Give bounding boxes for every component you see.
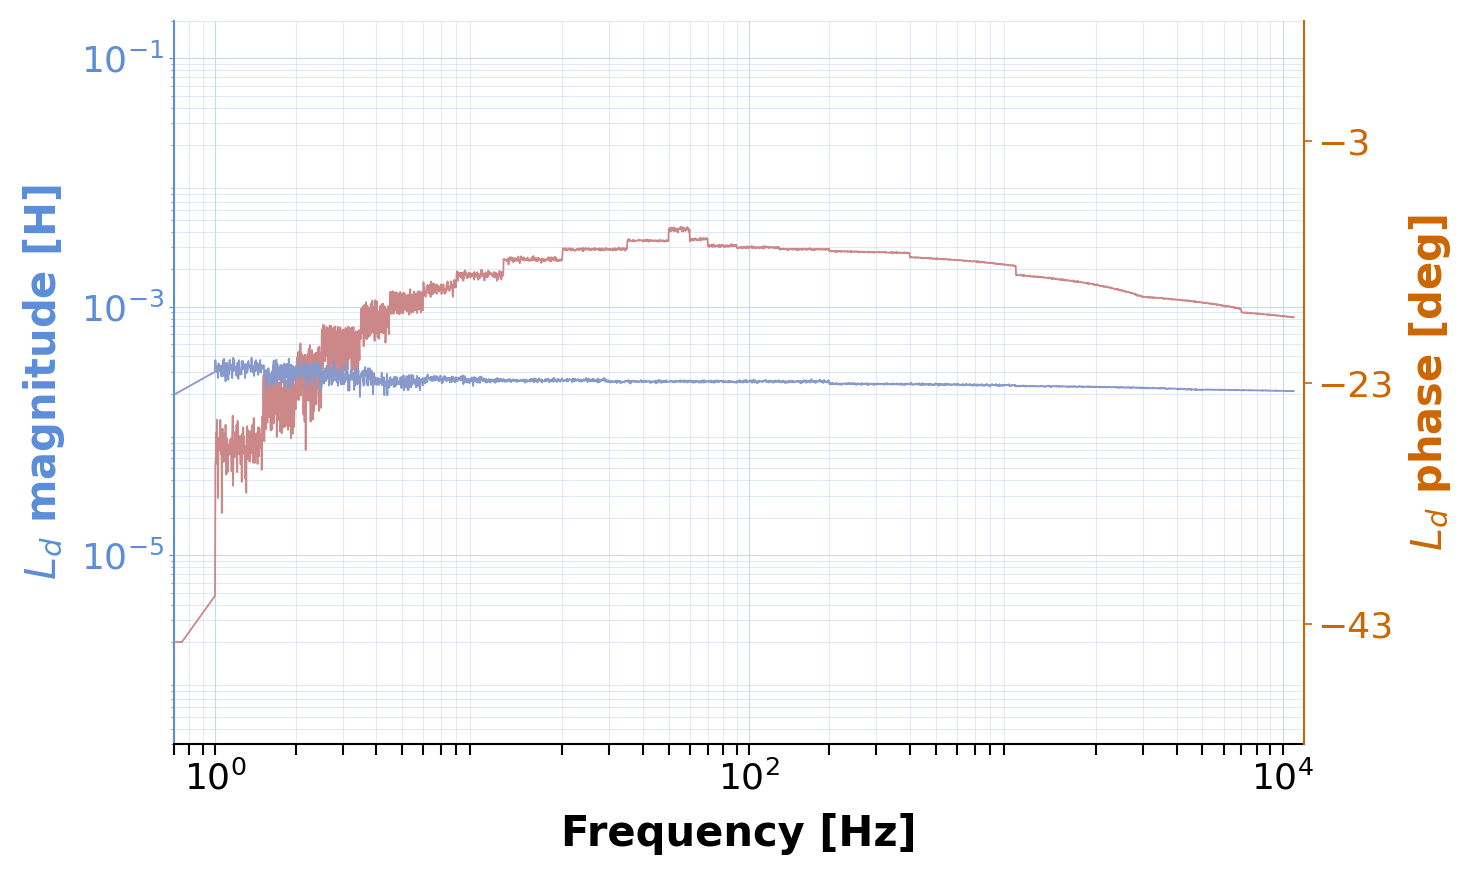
Y-axis label: $L_d$ magnitude [H]: $L_d$ magnitude [H] xyxy=(21,185,66,581)
X-axis label: Frequency [Hz]: Frequency [Hz] xyxy=(562,813,917,855)
Y-axis label: $L_d$ phase [deg]: $L_d$ phase [deg] xyxy=(1408,215,1453,551)
